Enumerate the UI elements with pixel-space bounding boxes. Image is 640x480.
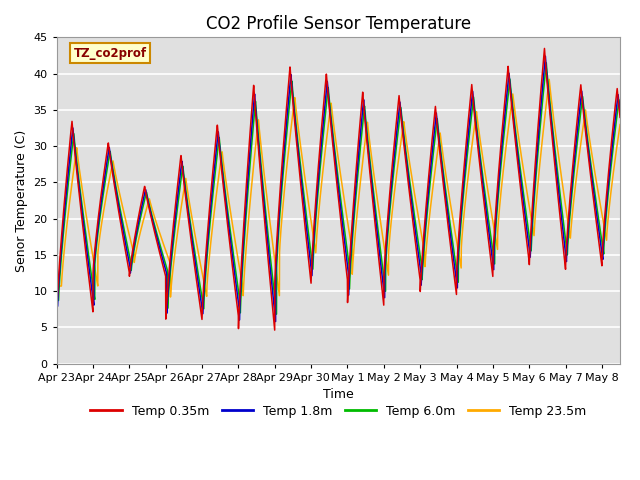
X-axis label: Time: Time xyxy=(323,388,354,401)
Temp 1.8m xyxy=(53,303,61,309)
Temp 6.0m xyxy=(53,298,61,303)
Temp 0.35m xyxy=(612,99,620,105)
Temp 6.0m xyxy=(543,60,550,66)
Temp 0.35m xyxy=(271,327,278,333)
Temp 23.5m xyxy=(545,76,553,82)
Temp 23.5m xyxy=(497,186,505,192)
Temp 6.0m xyxy=(296,162,304,168)
Temp 1.8m xyxy=(541,53,549,59)
Temp 1.8m xyxy=(616,111,624,117)
Temp 0.35m xyxy=(296,179,304,184)
Legend: Temp 0.35m, Temp 1.8m, Temp 6.0m, Temp 23.5m: Temp 0.35m, Temp 1.8m, Temp 6.0m, Temp 2… xyxy=(86,400,591,423)
Temp 1.8m xyxy=(309,252,317,257)
Temp 23.5m xyxy=(372,184,380,190)
Temp 23.5m xyxy=(309,230,317,236)
Temp 23.5m xyxy=(166,294,174,300)
Temp 6.0m xyxy=(497,159,505,165)
Temp 1.8m xyxy=(296,170,304,176)
Line: Temp 0.35m: Temp 0.35m xyxy=(57,48,620,330)
Text: TZ_co2prof: TZ_co2prof xyxy=(74,47,147,60)
Temp 1.8m xyxy=(497,149,505,155)
Temp 6.0m xyxy=(616,107,624,113)
Temp 6.0m xyxy=(612,123,620,129)
Temp 6.0m xyxy=(273,312,280,317)
Temp 23.5m xyxy=(612,153,620,158)
Temp 6.0m xyxy=(324,85,332,91)
Temp 23.5m xyxy=(616,122,624,128)
Temp 0.35m xyxy=(541,46,548,51)
Y-axis label: Senor Temperature (C): Senor Temperature (C) xyxy=(15,130,28,272)
Temp 23.5m xyxy=(53,283,61,289)
Temp 23.5m xyxy=(296,142,304,148)
Temp 0.35m xyxy=(53,310,61,316)
Temp 1.8m xyxy=(612,112,620,118)
Temp 6.0m xyxy=(309,266,317,272)
Temp 0.35m xyxy=(616,115,624,120)
Line: Temp 6.0m: Temp 6.0m xyxy=(57,63,620,314)
Temp 6.0m xyxy=(372,206,380,212)
Temp 0.35m xyxy=(372,226,380,231)
Temp 0.35m xyxy=(497,137,505,143)
Line: Temp 23.5m: Temp 23.5m xyxy=(57,79,620,297)
Temp 1.8m xyxy=(372,216,380,221)
Temp 23.5m xyxy=(324,122,332,128)
Temp 1.8m xyxy=(324,90,332,96)
Temp 0.35m xyxy=(324,95,332,100)
Line: Temp 1.8m: Temp 1.8m xyxy=(57,56,620,322)
Temp 0.35m xyxy=(309,241,317,247)
Title: CO2 Profile Sensor Temperature: CO2 Profile Sensor Temperature xyxy=(206,15,471,33)
Temp 1.8m xyxy=(272,319,280,324)
